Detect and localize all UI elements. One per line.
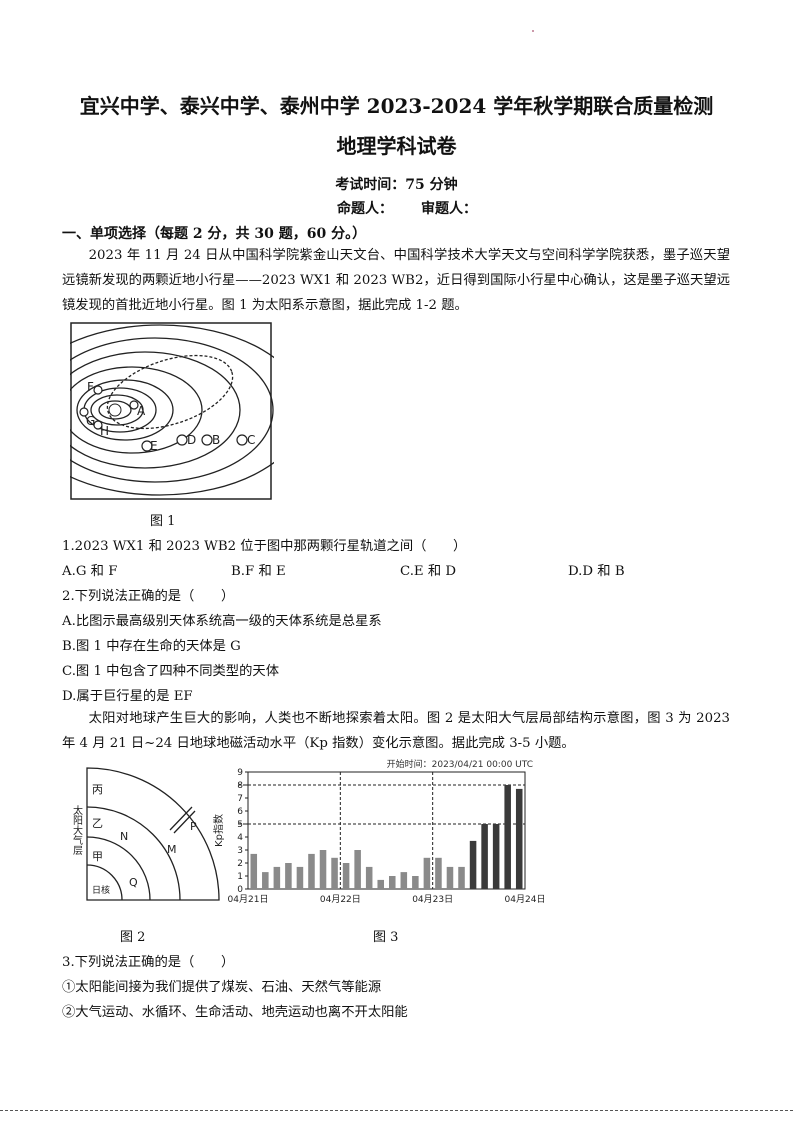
label-C: C: [247, 433, 255, 447]
q1-option-a: A.G 和 F: [62, 564, 118, 579]
kp-bar: [492, 824, 500, 889]
intro-paragraph-2: 太阳对地球产生巨大的影响，人类也不断地探索着太阳。图 2 是太阳大气层局部结构示…: [62, 711, 730, 751]
kp-bar: [296, 866, 304, 889]
kp-bar: [389, 876, 396, 889]
q3-statement-2: ②大气运动、水循环、生命活动、地壳运动也离不开太阳能: [62, 1005, 408, 1020]
y-tick-label: 6: [237, 807, 243, 817]
sun-icon: [108, 403, 122, 417]
y-tick-label: 7: [237, 794, 243, 804]
outer-layer: [86, 767, 220, 901]
question-3: 3.下列说法正确的是（ ）: [62, 955, 235, 970]
layer-boundary-1: [86, 806, 181, 901]
marker-Q: Q: [129, 876, 138, 889]
label-E: E: [150, 439, 158, 453]
q2-option-b: B.图 1 中存在生命的天体是 G: [62, 639, 241, 654]
kp-bar: [481, 824, 488, 889]
y-tick-label: 9: [237, 768, 243, 778]
solar-system-figure: F G H A E D B C: [70, 322, 274, 500]
kp-bar: [365, 866, 373, 889]
q2-option-c: C.图 1 中包含了四种不同类型的天体: [62, 664, 279, 679]
x-tick-label: 04月23日: [412, 894, 453, 905]
kp-bar: [273, 866, 281, 889]
q1-option-c: C.E 和 D: [400, 564, 457, 579]
kp-bar: [308, 853, 315, 889]
y-tick-label: 4: [237, 833, 243, 843]
marker-N: N: [120, 830, 128, 843]
layer-core: 日核: [92, 884, 110, 896]
section-heading: 一、单项选择（每题 2 分，共 30 题，60 分。）: [62, 226, 367, 242]
layer-yi: 乙: [92, 817, 103, 830]
y-tick-label: 3: [237, 846, 243, 856]
side-label: 太阳大气层: [71, 804, 83, 856]
kp-bar: [377, 879, 384, 889]
kp-bar: [262, 872, 269, 889]
kp-bar: [469, 840, 477, 889]
x-tick-label: 04月22日: [320, 894, 361, 905]
plot-frame: [247, 771, 526, 890]
q2-option-d: D.属于巨行星的是 EF: [62, 689, 193, 704]
kp-bar: [435, 857, 442, 889]
label-G: G: [86, 414, 95, 428]
solar-atmosphere-figure: 太阳大气层 丙 乙 甲 日核 P N M Q: [71, 767, 220, 901]
question-1: 1.2023 WX1 和 2023 WB2 位于图中那两颗行星轨道之间（ ）: [62, 539, 467, 554]
question-2: 2.下列说法正确的是（ ）: [62, 589, 235, 604]
speck: [532, 30, 534, 32]
label-A: A: [137, 404, 146, 418]
layer-boundary-2: [86, 836, 151, 901]
kp-bar: [504, 785, 511, 889]
y-tick-label: 1: [237, 872, 243, 882]
q3-statement-1: ①太阳能间接为我们提供了煤炭、石油、天然气等能源: [62, 980, 382, 995]
kp-bar: [250, 853, 258, 889]
q1-option-d: D.D 和 B: [568, 564, 625, 579]
kp-bar: [342, 863, 350, 889]
kp-bar: [285, 863, 292, 889]
arrow-P: [169, 806, 196, 834]
subject-title: 地理学科试卷: [336, 134, 457, 158]
kp-bar: [400, 872, 408, 889]
kp-bar: [354, 850, 361, 889]
orbits: [70, 324, 274, 496]
label-H: H: [100, 424, 109, 438]
kp-bar: [446, 866, 454, 889]
figure-2-caption: 图 2: [120, 930, 146, 945]
kp-bar: [458, 866, 465, 889]
figure-3-caption: 图 3: [373, 930, 399, 945]
kp-bar: [319, 850, 327, 889]
layer-bing: 丙: [92, 783, 103, 796]
planets: [79, 385, 248, 452]
label-B: B: [212, 433, 220, 447]
page-footer-line: [0, 1110, 793, 1111]
y-tick-label: 8: [237, 781, 243, 791]
kp-bar: [412, 876, 419, 889]
marker-P: P: [190, 820, 197, 833]
reviewer-label: 审题人：: [421, 201, 477, 217]
author-label: 命题人：: [337, 201, 393, 217]
kp-bar: [515, 788, 523, 889]
y-tick-label: 5: [237, 820, 243, 830]
core-boundary: [86, 864, 123, 901]
figure-1-caption: 图 1: [150, 514, 176, 529]
kp-index-chart: 开始时间：2023/04/21 00:00 UTC 0 1 2 3 4 5 6 7 8 9 Kp指数 0…: [212, 758, 546, 905]
label-D: D: [187, 433, 196, 447]
x-tick-label: 04月24日: [505, 894, 546, 905]
exam-time: 考试时间：75 分钟: [335, 177, 458, 193]
marker-M: M: [167, 843, 177, 856]
y-tick-label: 2: [237, 859, 243, 869]
x-tick-label: 04月21日: [228, 894, 269, 905]
q1-option-b: B.F 和 E: [231, 564, 286, 579]
intro-paragraph-1: 2023 年 11 月 24 日从中国科学院紫金山天文台、中国科学技术大学天文与…: [62, 248, 730, 313]
layer-jia: 甲: [92, 850, 103, 863]
kp-bar: [423, 857, 431, 889]
y-axis-label: Kp指数: [212, 814, 225, 847]
kp-bar: [331, 857, 338, 889]
chart-title: 开始时间：2023/04/21 00:00 UTC: [387, 758, 533, 770]
figure-frame: [70, 322, 272, 500]
label-F: F: [87, 380, 94, 394]
y-tick-label: 0: [237, 885, 243, 895]
q2-option-a: A.比图示最高级别天体系统高一级的天体系统是总星系: [62, 614, 382, 629]
page-title: 宜兴中学、泰兴中学、泰州中学 2023-2024 学年秋学期联合质量检测: [79, 94, 714, 118]
